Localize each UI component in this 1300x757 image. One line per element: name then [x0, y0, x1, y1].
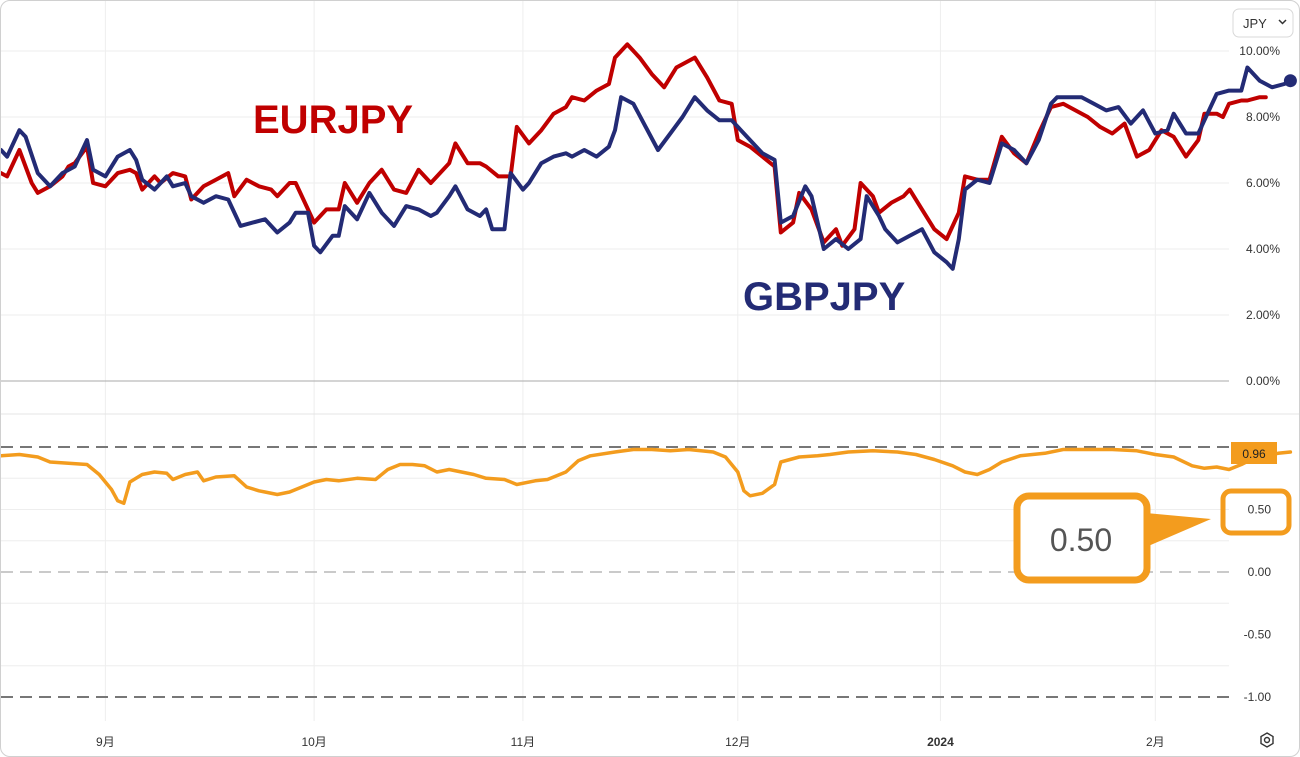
gear-icon[interactable] — [1260, 732, 1274, 748]
y-tick-label: 6.00% — [1246, 176, 1280, 190]
x-tick-label: 11月 — [511, 735, 535, 749]
callout-pointer — [1146, 513, 1211, 547]
eurjpy-line — [1, 42, 1268, 248]
y-tick-label: 8.00% — [1246, 110, 1280, 124]
y-tick-label: 0.50 — [1248, 503, 1272, 517]
y-axis: 0.00% 2.00% 4.00% 6.00% 8.00% 10.00% -1.00 -0.5… — [1239, 44, 1280, 704]
callout-box — [1013, 492, 1151, 584]
correlation-line — [1, 447, 1293, 506]
currency-selector[interactable]: JPY — [1232, 8, 1294, 38]
y-tick-label: 0.00% — [1246, 374, 1280, 388]
x-axis: 9月10月11月12月20242月3月 — [96, 735, 1165, 749]
axis-highlight-box — [1220, 488, 1292, 536]
y-tick-label: 10.00% — [1239, 44, 1280, 58]
current-value-label: 0.96 — [1242, 447, 1266, 461]
y-tick-label: 4.00% — [1246, 242, 1280, 256]
y-tick-label: 2.00% — [1246, 308, 1280, 322]
gbpjpy-annotation: GBPJPY — [743, 275, 906, 319]
gbpjpy-line — [1, 65, 1293, 271]
current-value-badge: 0.96 — [1231, 442, 1277, 464]
y-tick-label: -0.50 — [1244, 628, 1272, 642]
callout: 0.50 — [1013, 488, 1292, 584]
series-layer — [1, 42, 1297, 506]
eurjpy-annotation: EURJPY — [253, 98, 413, 142]
gbpjpy-last-point — [1283, 74, 1297, 88]
x-tick-label: 9月 — [96, 735, 115, 749]
x-tick-label: 12月 — [725, 735, 750, 749]
x-tick-label: 2月 — [1146, 735, 1165, 749]
reference-lines — [1, 446, 1229, 698]
callout-text: 0.50 — [1050, 522, 1112, 558]
x-tick-label: 10月 — [301, 735, 326, 749]
chevron-down-icon — [1278, 19, 1287, 25]
currency-selector-label: JPY — [1243, 16, 1267, 31]
x-tick-label: 2024 — [927, 735, 954, 749]
y-tick-label: 0.00 — [1248, 565, 1272, 579]
y-tick-label: -1.00 — [1244, 690, 1272, 704]
